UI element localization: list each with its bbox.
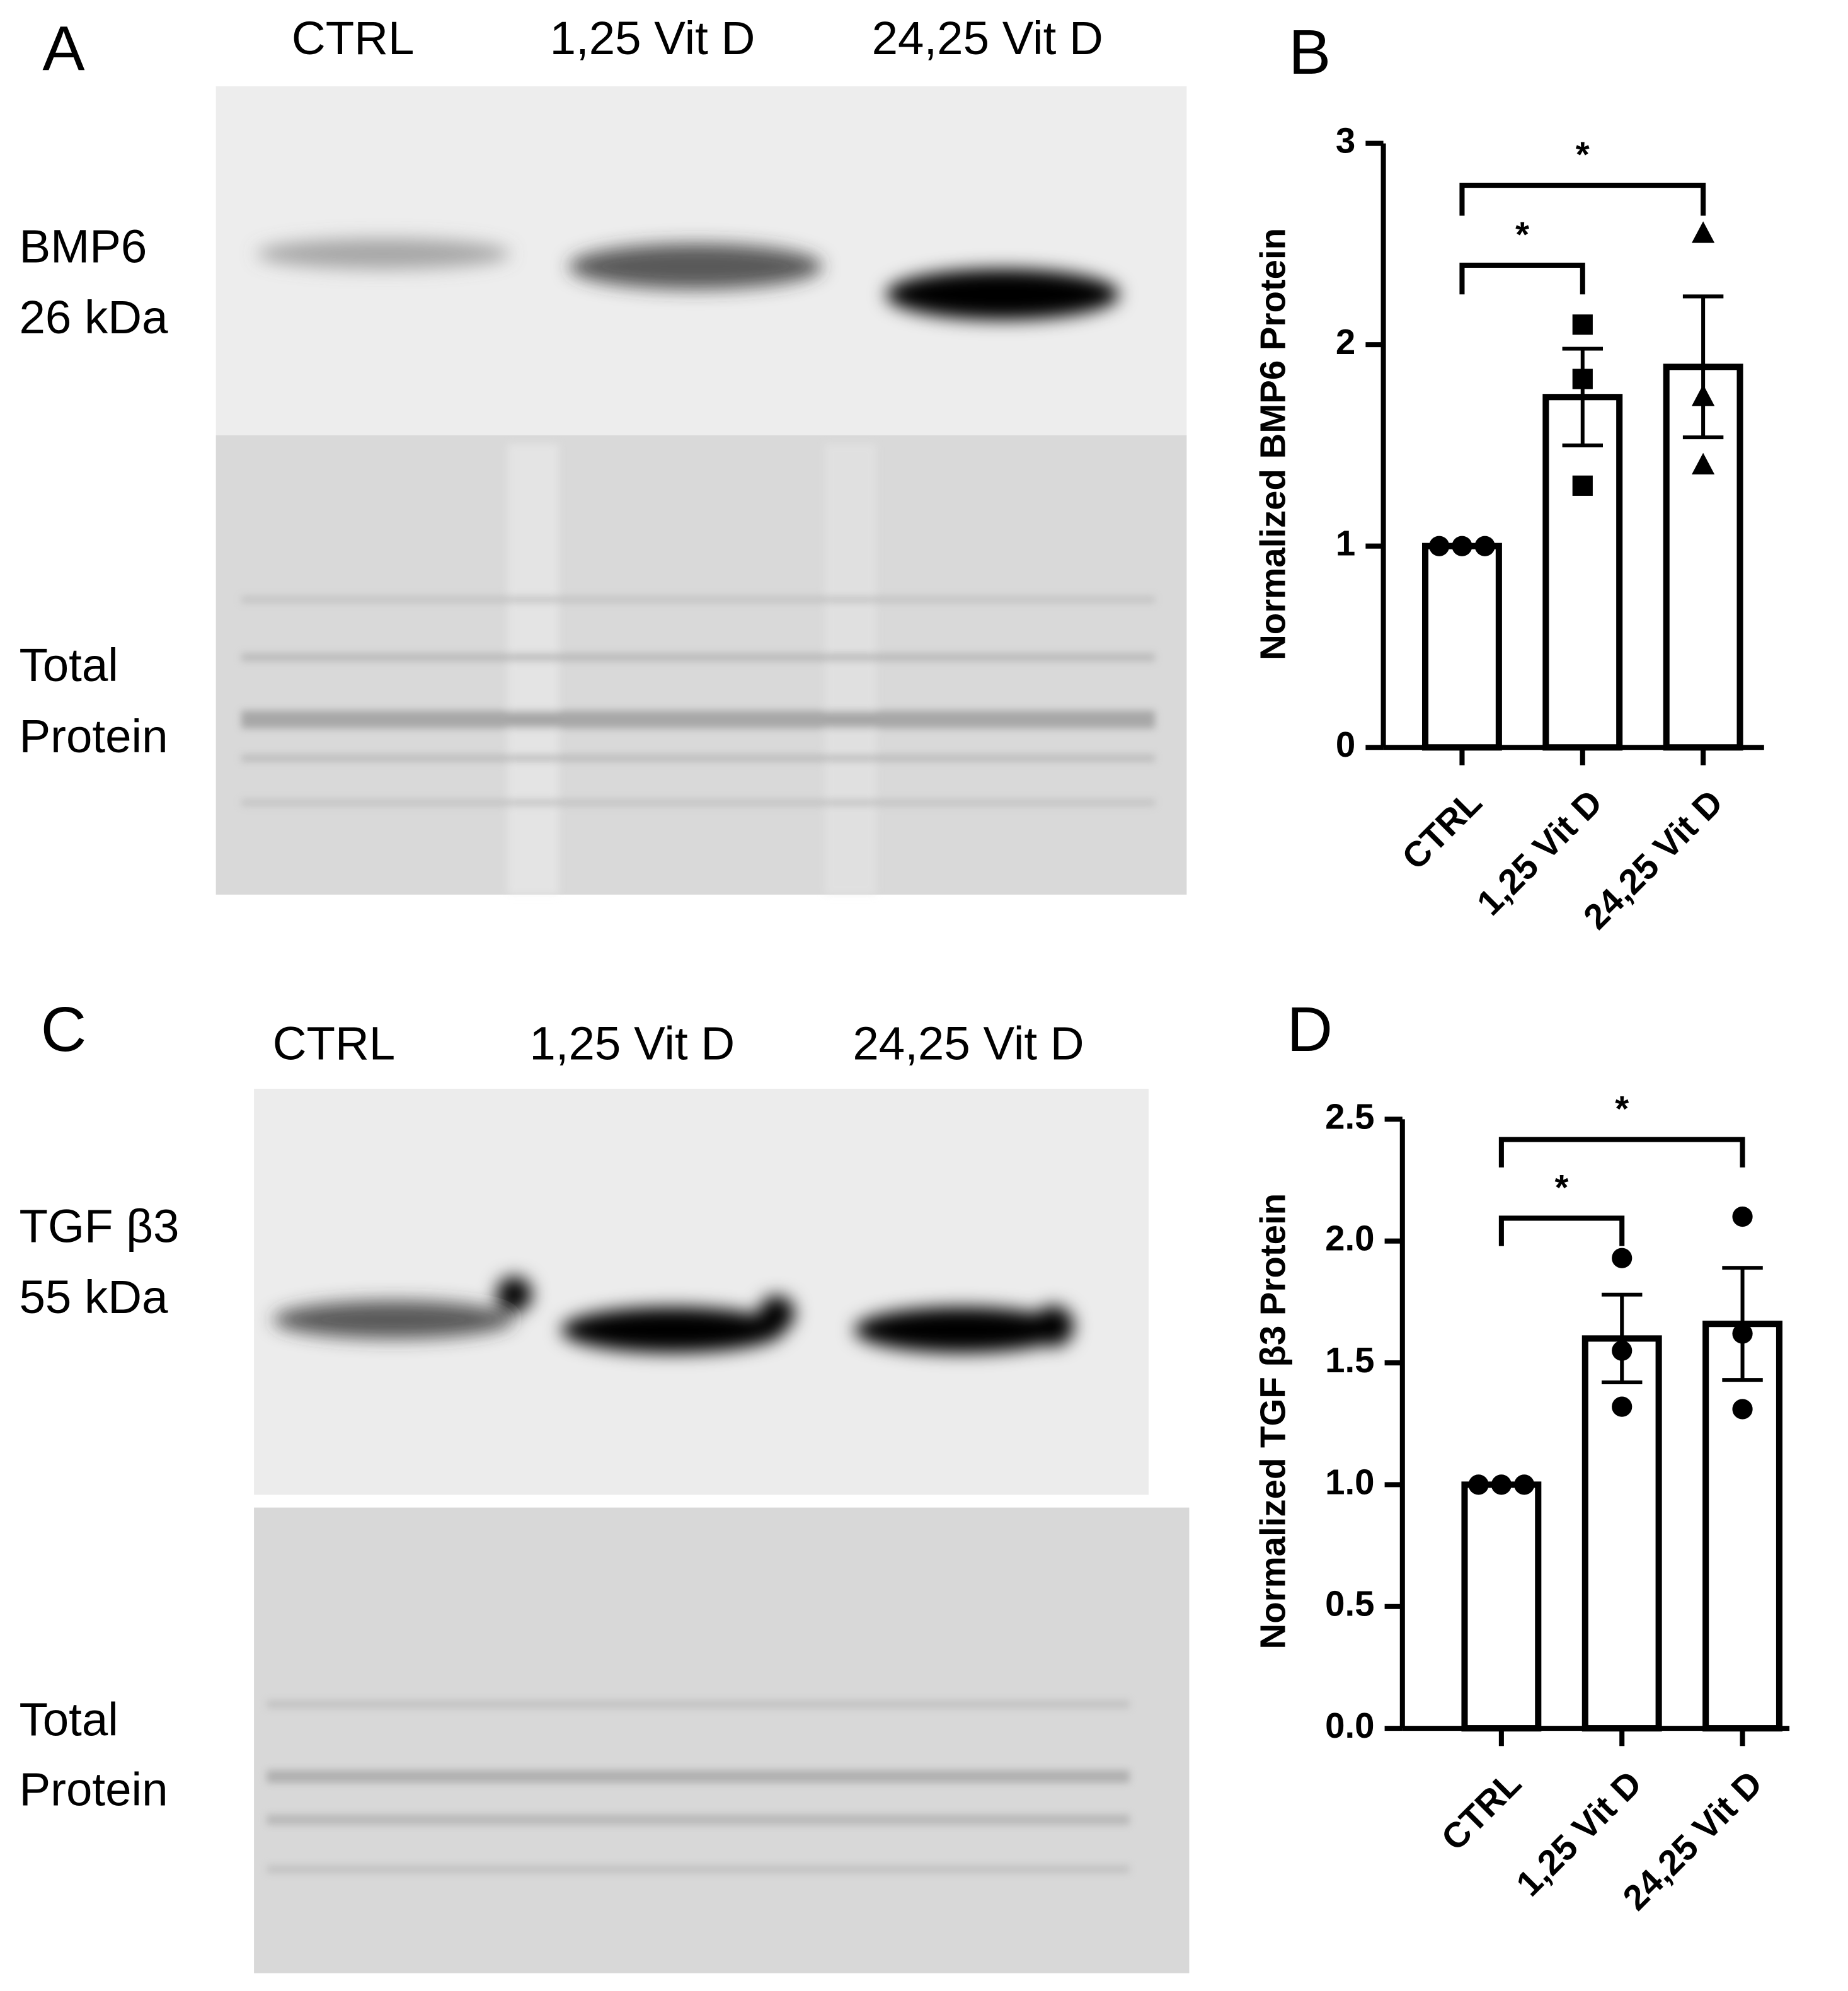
data-point <box>1468 1474 1489 1495</box>
row-label: 55 kDa <box>20 1271 169 1323</box>
y-tick-label: 3 <box>1336 120 1355 160</box>
lane-label: CTRL <box>273 1017 396 1069</box>
data-point <box>1514 1474 1535 1495</box>
y-tick-label: 1.0 <box>1325 1462 1374 1501</box>
y-tick-label: 0 <box>1336 725 1355 764</box>
data-point <box>1474 536 1495 556</box>
data-point <box>1452 536 1472 556</box>
error-bar <box>1562 347 1604 447</box>
y-tick-label: 2.0 <box>1325 1219 1374 1258</box>
row-label: 26 kDa <box>20 291 169 343</box>
row-label: Protein <box>20 710 168 762</box>
data-point <box>1612 1396 1633 1417</box>
y-tick-label: 2 <box>1336 322 1355 362</box>
y-tick-label: 1.5 <box>1325 1340 1374 1380</box>
lane-label: 24,25 Vit D <box>872 12 1103 64</box>
significance-label: * <box>1515 215 1529 255</box>
panel-letter: A <box>42 13 84 84</box>
y-tick-label: 0.5 <box>1325 1584 1374 1624</box>
y-tick-label: 1 <box>1336 524 1355 563</box>
bar <box>1702 1321 1782 1732</box>
blot-c <box>254 1089 1190 1973</box>
bar <box>1542 394 1623 751</box>
significance-label: * <box>1555 1168 1569 1207</box>
data-point <box>1691 384 1715 406</box>
significance-label: * <box>1615 1089 1629 1128</box>
data-point <box>1572 475 1593 496</box>
data-point <box>1572 369 1593 389</box>
data-point <box>1732 1206 1753 1227</box>
data-point <box>1429 536 1450 556</box>
significance-bracket <box>1498 1215 1625 1246</box>
y-tick-label: 0.0 <box>1325 1706 1374 1745</box>
data-point <box>1572 314 1593 335</box>
significance-bracket <box>1459 183 1706 216</box>
data-point <box>1491 1474 1512 1495</box>
data-point <box>1732 1399 1753 1420</box>
bar <box>1422 542 1502 751</box>
bar <box>1461 1481 1542 1732</box>
data-point <box>1612 1248 1633 1268</box>
data-point <box>1691 221 1715 243</box>
error-bar <box>1682 294 1724 440</box>
lane-label: CTRL <box>292 12 415 64</box>
y-axis-label: Normalized TGF β3 Protein <box>1253 1193 1292 1650</box>
error-bar <box>1601 1292 1643 1385</box>
y-tick-label: 2.5 <box>1325 1096 1374 1136</box>
row-label: TGF β3 <box>20 1200 180 1252</box>
row-label: Total <box>20 1694 118 1746</box>
panel-letter: B <box>1288 17 1331 88</box>
significance-bracket <box>1459 262 1585 295</box>
y-axis-label: Normalized BMP6 Protein <box>1253 228 1292 660</box>
row-label: BMP6 <box>20 220 147 272</box>
x-tick-label: CTRL <box>1394 782 1489 877</box>
row-label: Total <box>20 639 118 691</box>
lane-label: 1,25 Vit D <box>529 1017 735 1069</box>
significance-bracket <box>1498 1137 1745 1168</box>
significance-label: * <box>1576 135 1590 175</box>
blot-a <box>215 86 1187 895</box>
data-point <box>1691 452 1715 474</box>
data-point <box>1732 1323 1753 1344</box>
lane-label: 24,25 Vit D <box>852 1017 1084 1069</box>
lane-label: 1,25 Vit D <box>550 12 755 64</box>
data-point <box>1612 1340 1633 1361</box>
row-label: Protein <box>20 1764 168 1816</box>
panel-letter: D <box>1287 994 1333 1065</box>
panel-letter: C <box>41 994 87 1065</box>
x-tick-label: CTRL <box>1433 1763 1529 1858</box>
